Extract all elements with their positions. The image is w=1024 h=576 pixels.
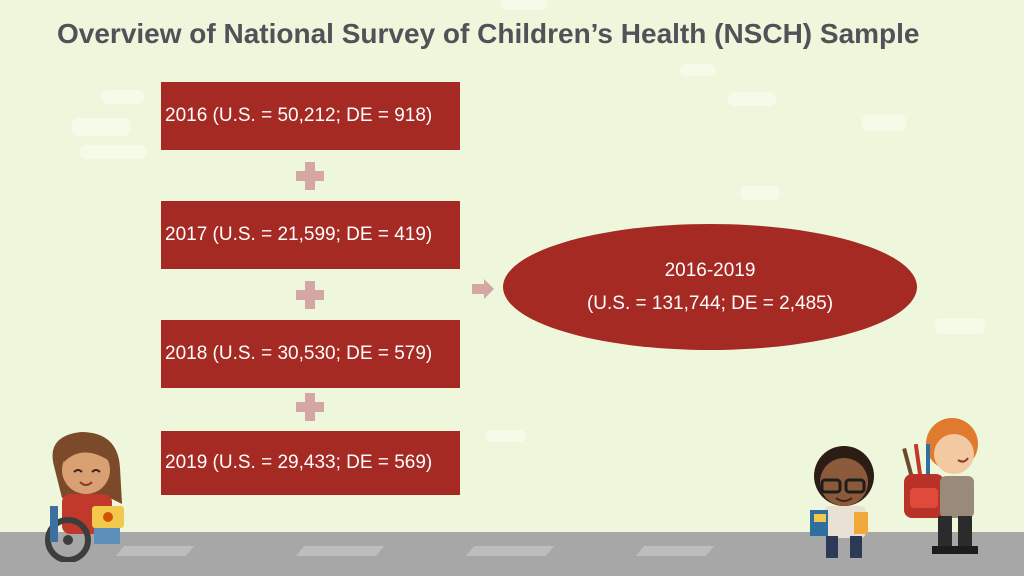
boy-books-illustration — [810, 446, 874, 558]
total-oval: 2016-2019 (U.S. = 131,744; DE = 2,485) — [503, 224, 917, 350]
background-smudge — [862, 115, 906, 131]
plus-icon — [296, 162, 324, 190]
background-smudge — [102, 90, 144, 104]
background-smudge — [500, 0, 548, 10]
background-smudge — [680, 64, 716, 76]
page-title: Overview of National Survey of Children’… — [57, 18, 920, 49]
boy-backpack-illustration — [902, 418, 978, 554]
background-smudge — [72, 118, 130, 136]
total-counts: (U.S. = 131,744; DE = 2,485) — [586, 293, 834, 314]
total-years: 2016-2019 — [664, 260, 756, 281]
plus-icon — [296, 281, 324, 309]
background-smudge — [80, 145, 146, 159]
year-box-2019: 2019 (U.S. = 29,433; DE = 569) — [161, 431, 460, 495]
plus-icon — [296, 393, 324, 421]
road-stripe — [635, 546, 715, 556]
road-stripe — [295, 546, 385, 556]
background-smudge — [728, 92, 776, 106]
road-stripe — [465, 546, 555, 556]
background-smudge — [935, 318, 985, 334]
girl-wheelchair-illustration — [45, 432, 124, 562]
year-box-2017: 2017 (U.S. = 21,599; DE = 419) — [161, 201, 460, 269]
background-smudge — [740, 186, 780, 200]
year-box-2016: 2016 (U.S. = 50,212; DE = 918) — [161, 82, 460, 150]
year-box-2018: 2018 (U.S. = 30,530; DE = 579) — [161, 320, 460, 388]
background-smudge — [486, 430, 526, 442]
arrow-right-icon — [472, 279, 494, 299]
